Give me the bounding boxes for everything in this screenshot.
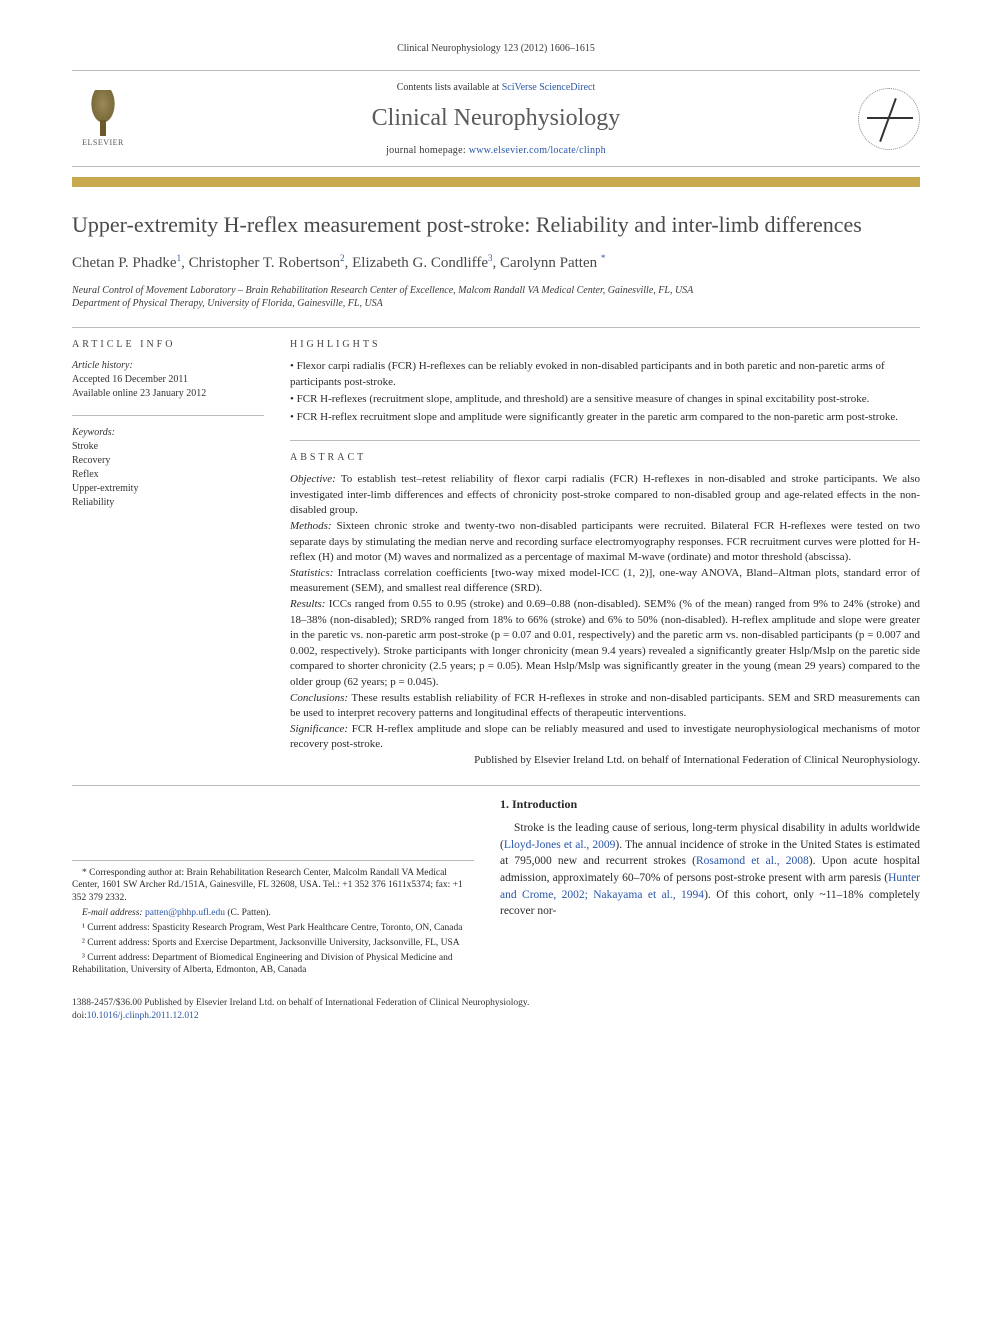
- conclusions-label: Conclusions:: [290, 692, 348, 704]
- current-address-footnote: ³ Current address: Department of Biomedi…: [72, 952, 474, 978]
- methods-text: Sixteen chronic stroke and twenty-two no…: [290, 520, 920, 563]
- highlights: • Flexor carpi radialis (FCR) H-reflexes…: [290, 359, 920, 425]
- publisher-statement: Published by Elsevier Ireland Ltd. on be…: [290, 753, 920, 769]
- abstract: Objective: To establish test–retest reli…: [290, 472, 920, 769]
- publisher-label: ELSEVIER: [82, 138, 124, 149]
- highlight-item: • FCR H-reflexes (recruitment slope, amp…: [290, 392, 920, 408]
- affiliations: Neural Control of Movement Laboratory – …: [72, 284, 920, 311]
- author-email-link[interactable]: patten@phhp.ufl.edu: [145, 908, 225, 918]
- results-text: ICCs ranged from 0.55 to 0.95 (stroke) a…: [290, 598, 920, 688]
- citation-link[interactable]: Lloyd-Jones et al., 2009: [504, 839, 616, 851]
- citation-link[interactable]: Rosamond et al., 2008: [696, 855, 809, 867]
- results-label: Results:: [290, 598, 325, 610]
- divider: [72, 415, 264, 416]
- author: Christopher T. Robertson2: [189, 255, 345, 271]
- elsevier-tree-icon: [83, 90, 123, 136]
- divider: [72, 785, 920, 786]
- statistics-text: Intraclass correlation coefficients [two…: [290, 567, 920, 595]
- ifcn-society-logo-icon: [858, 88, 920, 150]
- highlights-label: HIGHLIGHTS: [290, 338, 920, 352]
- contents-available-line: Contents lists available at SciVerse Sci…: [144, 81, 848, 95]
- objective-label: Objective:: [290, 473, 336, 485]
- keyword: Reflex: [72, 468, 264, 482]
- highlight-item: • Flexor carpi radialis (FCR) H-reflexes…: [290, 359, 920, 390]
- abstract-label: ABSTRACT: [290, 451, 920, 465]
- accepted-date: Accepted 16 December 2011: [72, 373, 264, 387]
- issn-copyright-line: 1388-2457/$36.00 Published by Elsevier I…: [72, 997, 920, 1009]
- current-address-footnote: ¹ Current address: Spasticity Research P…: [72, 922, 474, 935]
- article-history: Article history: Accepted 16 December 20…: [72, 359, 264, 401]
- objective-text: To establish test–retest reliability of …: [290, 473, 920, 516]
- keywords-label: Keywords:: [72, 426, 264, 440]
- introduction-paragraph: Stroke is the leading cause of serious, …: [500, 820, 920, 920]
- email-footnote: E-mail address: patten@phhp.ufl.edu (C. …: [72, 907, 474, 920]
- journal-homepage-link[interactable]: www.elsevier.com/locate/clinph: [469, 145, 606, 156]
- current-address-footnote: ² Current address: Sports and Exercise D…: [72, 937, 474, 950]
- conclusions-text: These results establish reliability of F…: [290, 692, 920, 720]
- author: Elizabeth G. Condliffe3: [352, 255, 492, 271]
- email-label: E-mail address:: [82, 908, 143, 918]
- journal-reference: Clinical Neurophysiology 123 (2012) 1606…: [72, 42, 920, 56]
- statistics-label: Statistics:: [290, 567, 333, 579]
- article-info-label: ARTICLE INFO: [72, 338, 264, 352]
- methods-label: Methods:: [290, 520, 332, 532]
- footnotes: * Corresponding author at: Brain Rehabil…: [72, 860, 474, 978]
- highlight-item: • FCR H-reflex recruitment slope and amp…: [290, 410, 920, 426]
- affiliation: Neural Control of Movement Laboratory – …: [72, 284, 920, 298]
- online-date: Available online 23 January 2012: [72, 387, 264, 401]
- keyword: Recovery: [72, 454, 264, 468]
- keyword: Upper-extremity: [72, 482, 264, 496]
- corresponding-author-footnote: * Corresponding author at: Brain Rehabil…: [72, 867, 474, 905]
- author: Chetan P. Phadke1: [72, 255, 181, 271]
- significance-label: Significance:: [290, 723, 348, 735]
- article-title: Upper-extremity H-reflex measurement pos…: [72, 211, 920, 239]
- journal-name: Clinical Neurophysiology: [144, 102, 848, 134]
- divider: [290, 440, 920, 441]
- doi-link[interactable]: 10.1016/j.clinph.2011.12.012: [87, 1011, 199, 1021]
- divider: [72, 327, 920, 328]
- keyword: Stroke: [72, 440, 264, 454]
- doi-line: doi:10.1016/j.clinph.2011.12.012: [72, 1010, 920, 1022]
- journal-homepage-line: journal homepage: www.elsevier.com/locat…: [144, 144, 848, 158]
- sciencedirect-link[interactable]: SciVerse ScienceDirect: [502, 82, 596, 93]
- elsevier-logo: ELSEVIER: [72, 83, 134, 155]
- history-label: Article history:: [72, 359, 264, 373]
- journal-header: ELSEVIER Contents lists available at Sci…: [72, 70, 920, 167]
- affiliation: Department of Physical Therapy, Universi…: [72, 297, 920, 311]
- significance-text: FCR H-reflex amplitude and slope can be …: [290, 723, 920, 751]
- email-person: (C. Patten).: [227, 908, 271, 918]
- homepage-prefix: journal homepage:: [386, 145, 469, 156]
- author: Carolynn Patten *: [500, 255, 605, 271]
- keyword: Reliability: [72, 496, 264, 510]
- keywords-block: Keywords: Stroke Recovery Reflex Upper-e…: [72, 426, 264, 510]
- author-list: Chetan P. Phadke1, Christopher T. Robert…: [72, 252, 920, 273]
- bottom-metadata: 1388-2457/$36.00 Published by Elsevier I…: [72, 997, 920, 1022]
- introduction-heading: 1. Introduction: [500, 796, 920, 812]
- accent-color-bar: [72, 177, 920, 187]
- contents-prefix: Contents lists available at: [397, 82, 502, 93]
